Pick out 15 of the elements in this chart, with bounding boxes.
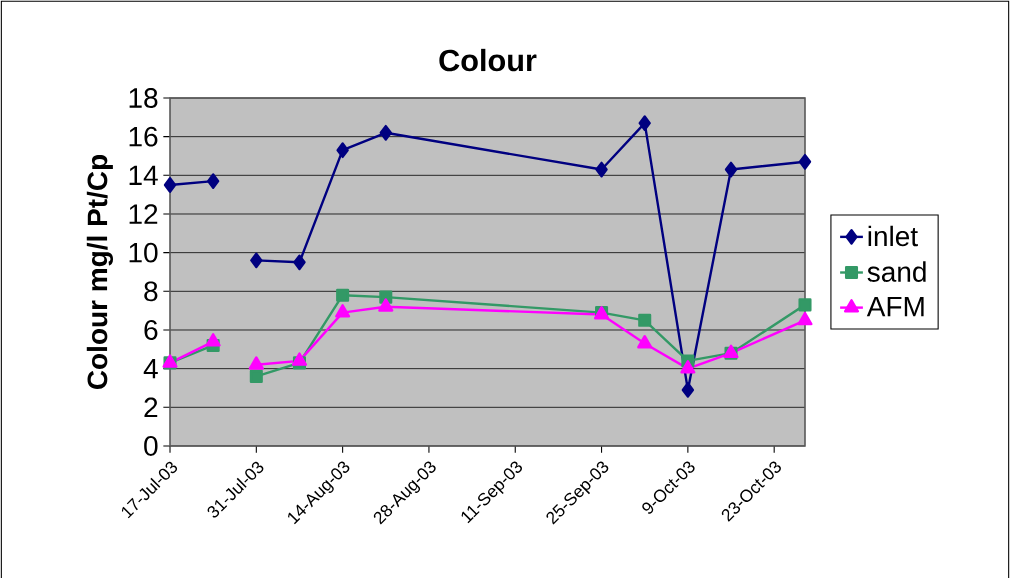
y-tick-label: 8: [144, 281, 158, 302]
legend-label: AFM: [866, 296, 924, 317]
y-axis-title: Colour mg/l Pt/Cp: [86, 154, 114, 390]
y-tick-label: 10: [129, 242, 158, 263]
y-tick-label: 18: [129, 88, 158, 108]
legend-label: sand: [867, 261, 926, 282]
chart-title: Colour: [439, 48, 537, 72]
y-tick-label: 0: [144, 436, 158, 456]
y-tick-label: 6: [144, 320, 158, 340]
legend-label: inlet: [868, 225, 918, 247]
y-tick-label: 14: [129, 165, 158, 185]
y-tick-label: 4: [143, 359, 158, 379]
y-tick-label: 2: [144, 397, 158, 418]
y-tick-label: 16: [129, 126, 158, 147]
y-tick-label: 12: [129, 204, 158, 224]
